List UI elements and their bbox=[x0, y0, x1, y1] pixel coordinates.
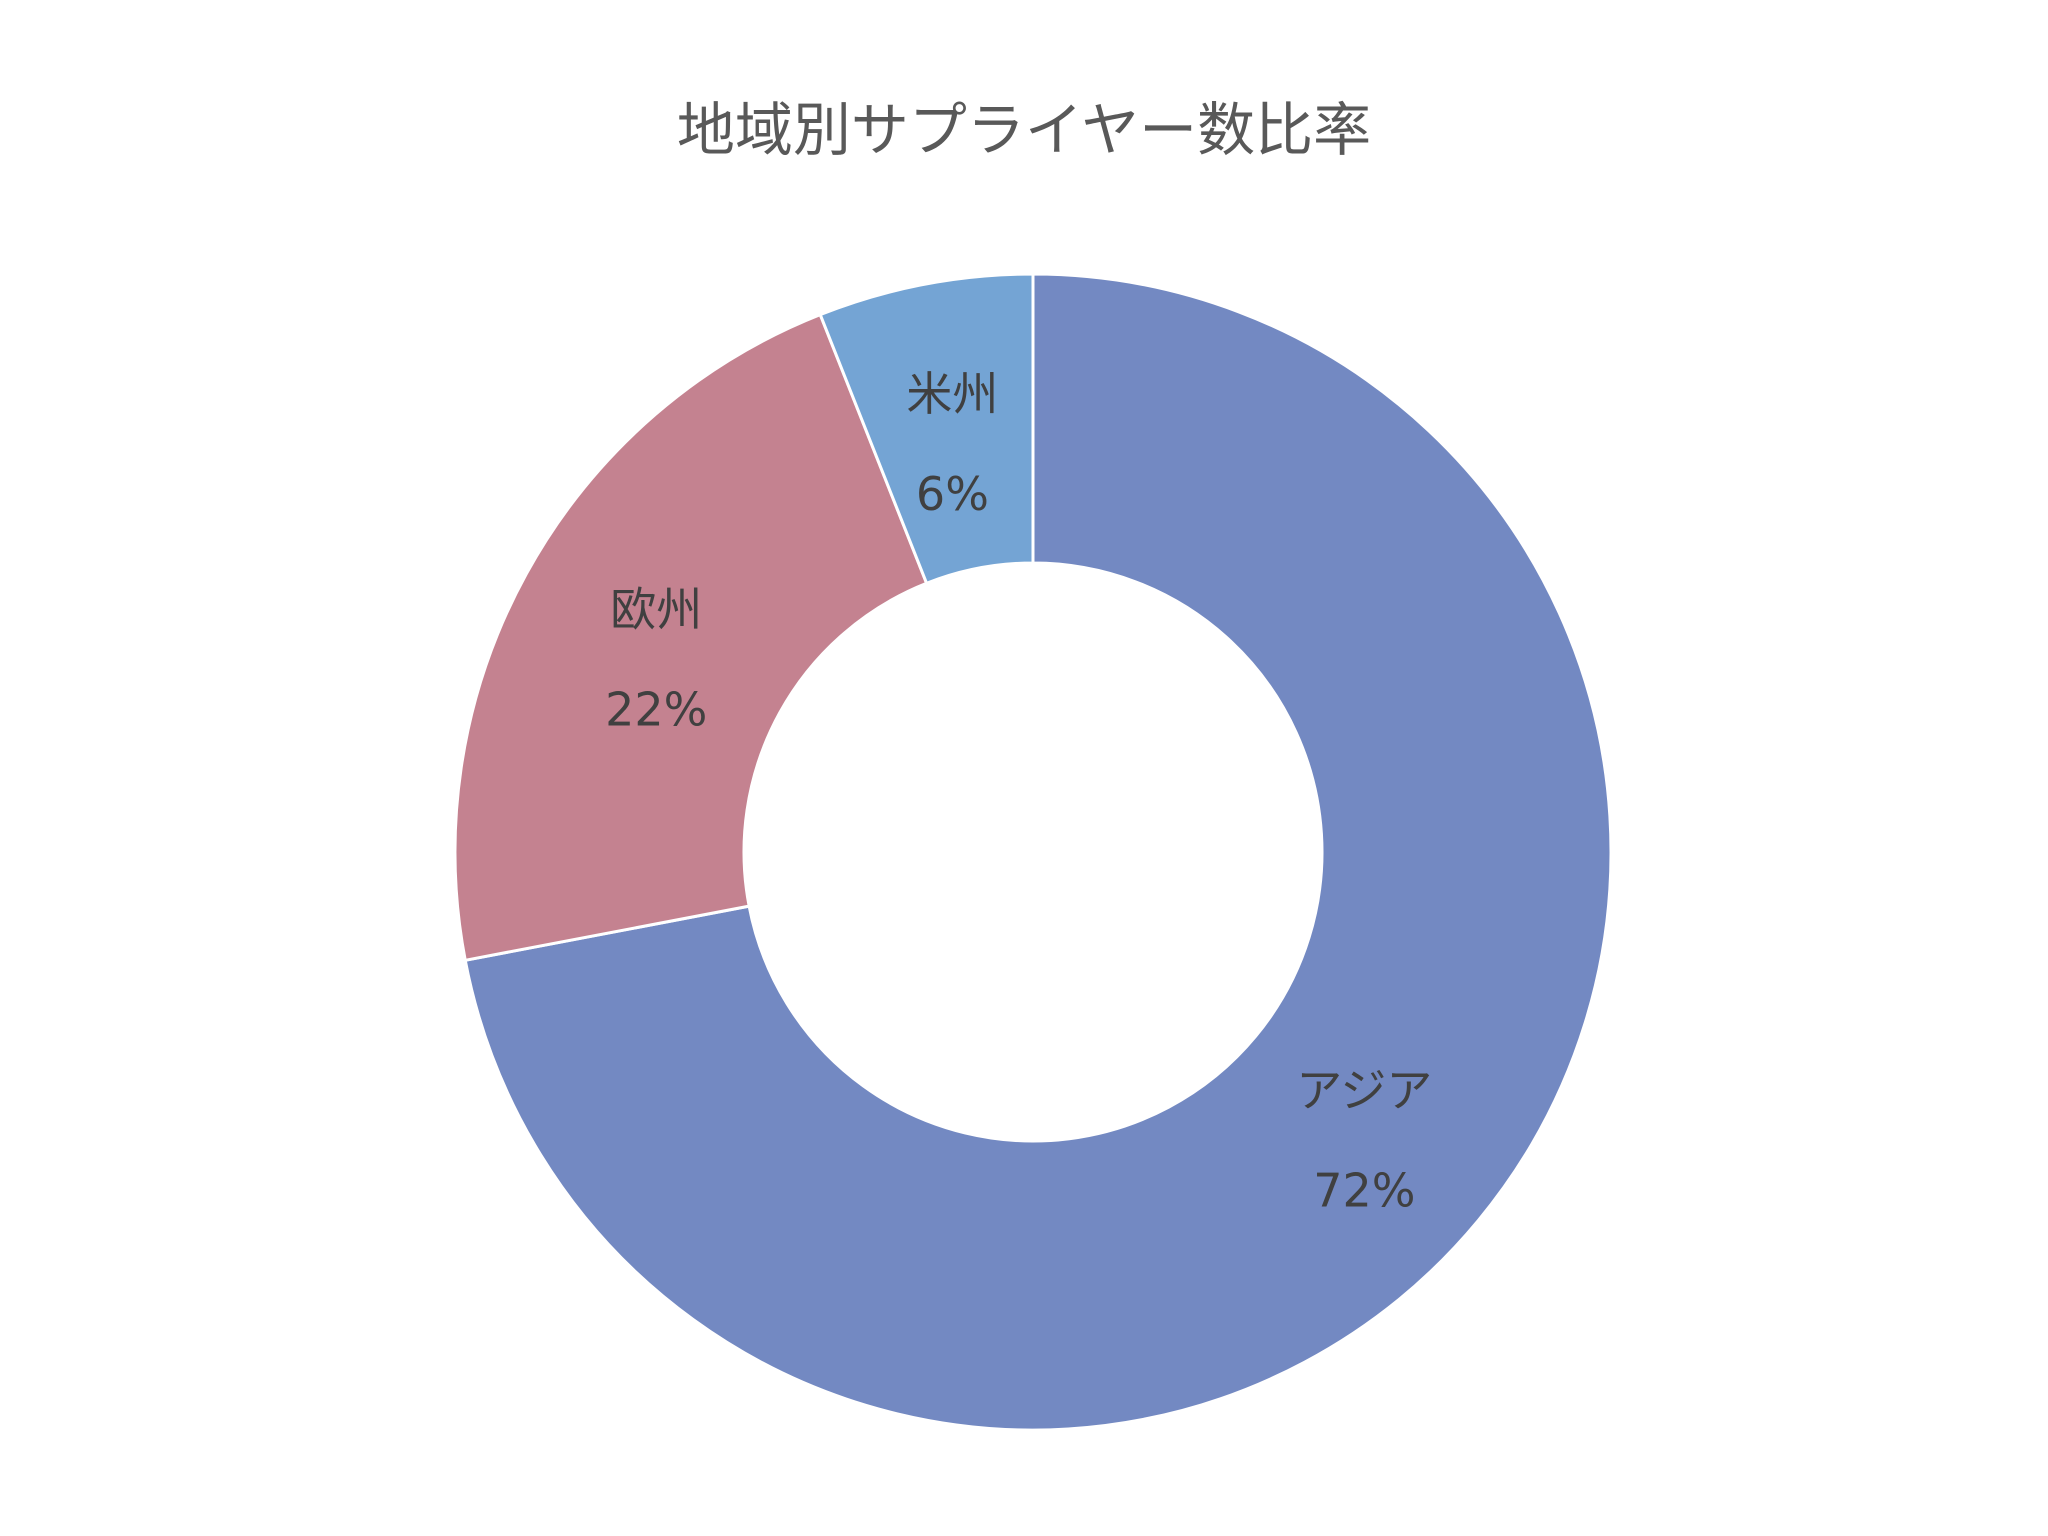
slices-group bbox=[453, 272, 1613, 1432]
slice-2 bbox=[453, 312, 929, 963]
slice-2-value-label: 22% bbox=[605, 682, 707, 736]
slice-1-category-label: アジア bbox=[1296, 1064, 1432, 1118]
slice-1-value-label: 72% bbox=[1313, 1164, 1415, 1218]
slice-3 bbox=[818, 272, 1035, 586]
slice-3-category-label: 米州 bbox=[906, 367, 998, 421]
labels-group: アジア 72% 欧州 22% 米州 6% bbox=[605, 367, 1432, 1217]
slice-1 bbox=[463, 272, 1613, 1432]
slice-2-category-label: 欧州 bbox=[610, 582, 702, 636]
chart-title: 地域別サプライヤー数比率 bbox=[677, 96, 1371, 164]
slice-3-value-label: 6% bbox=[916, 467, 989, 521]
